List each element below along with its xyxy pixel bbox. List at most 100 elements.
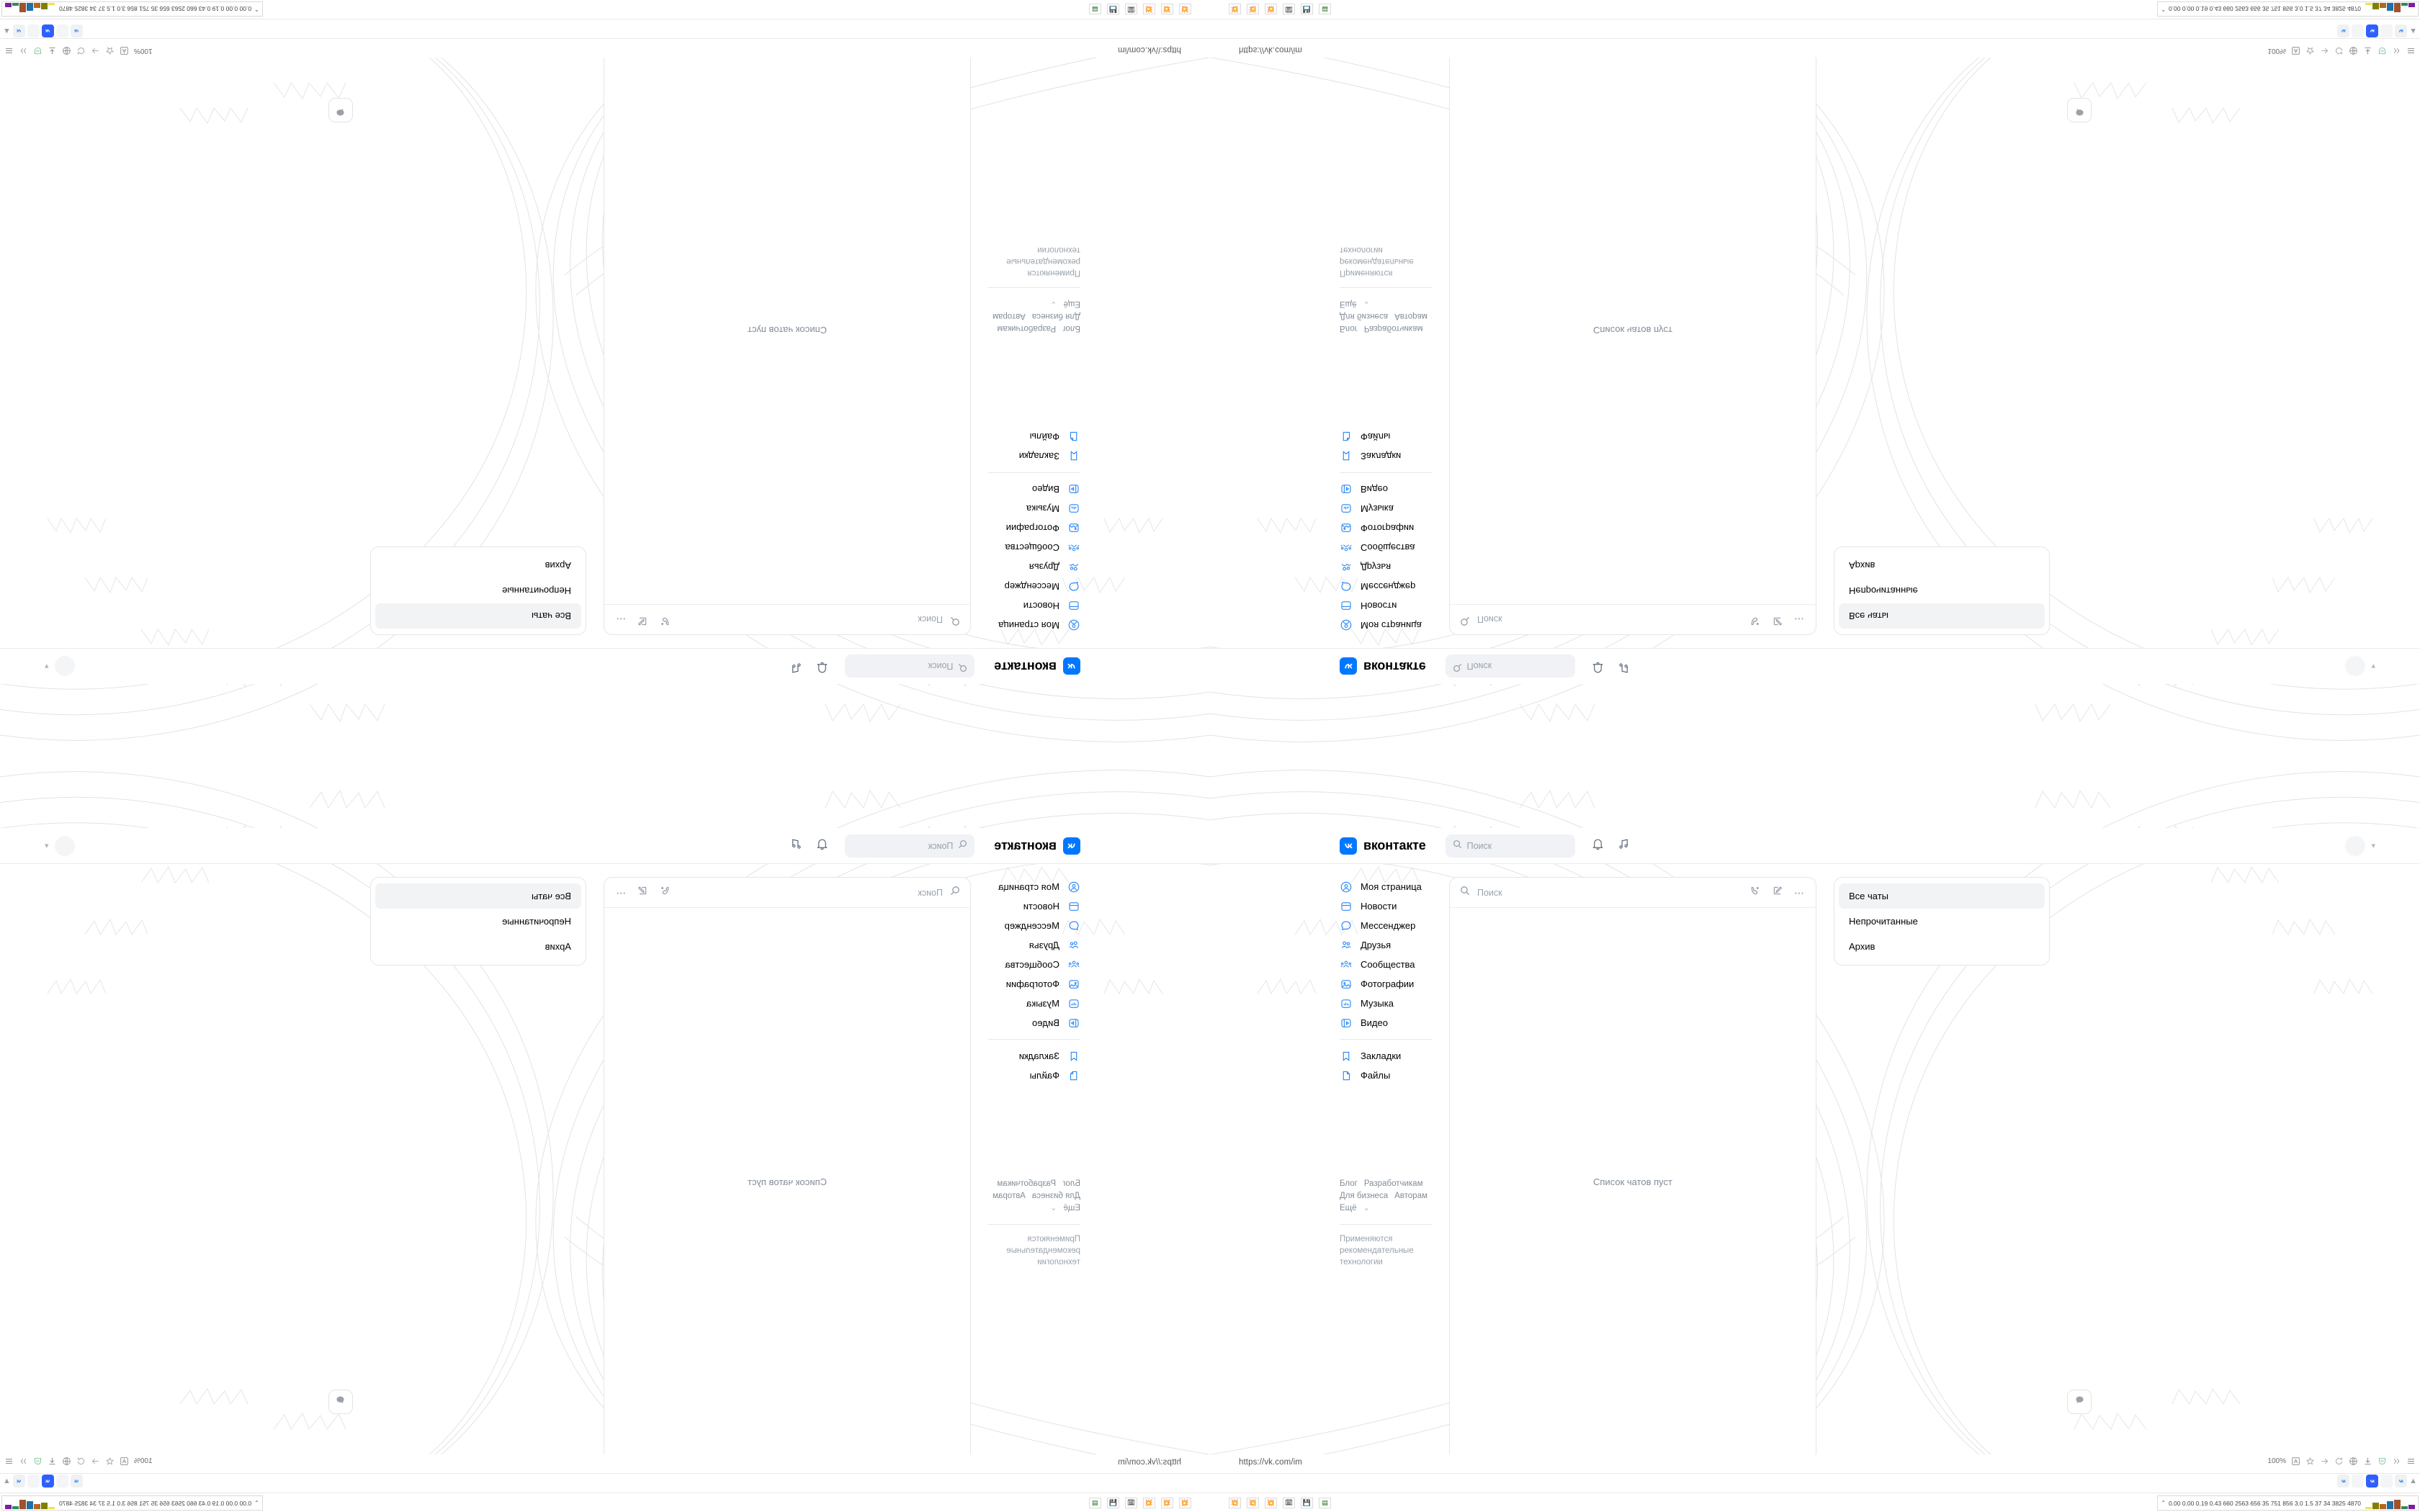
globe-icon[interactable] (2349, 46, 2358, 55)
sidebar-item-news[interactable]: Новости (988, 896, 1080, 916)
vk-tab-2[interactable] (13, 24, 25, 37)
filter-archive[interactable]: Архив (375, 553, 581, 578)
browser-tab-strip[interactable]: ▲ (0, 19, 1210, 39)
reload-icon[interactable] (2334, 46, 2344, 55)
filter-unread[interactable]: Непрочитанные (375, 578, 581, 603)
system-monitor-applet[interactable]: ⌃ 0.00 0.00 0.19 0.43 660 2563 656 35 75… (2157, 1495, 2419, 1511)
bookmark-star-icon[interactable] (2305, 1457, 2315, 1466)
terminal-icon[interactable]: ▤ (1319, 4, 1331, 15)
sidebar-nav[interactable]: Моя страница Новости Мессенджер Друзья (988, 877, 1080, 1085)
footer-link-authors[interactable]: Авторам (992, 312, 1026, 320)
footer-link-blog[interactable]: Блог (1340, 324, 1358, 333)
footer-link-business[interactable]: Для бизнеса (1340, 312, 1389, 320)
footer-link-business[interactable]: Для бизнеса (1340, 1192, 1389, 1200)
filter-all-chats[interactable]: Все чаты (375, 603, 581, 629)
global-search-input[interactable]: Поиск (845, 834, 975, 858)
url-text[interactable]: https://vk.com/im (1118, 45, 1181, 54)
zoom-level-label[interactable]: 100% (134, 47, 153, 55)
sidebar-item-my-page[interactable]: Моя страница (988, 616, 1080, 635)
more-options-icon[interactable]: ⋯ (1794, 886, 1806, 899)
sidebar-item-music[interactable]: Музыка (1340, 499, 1432, 518)
filter-unread[interactable]: Непрочитанные (375, 909, 581, 934)
pocket-icon[interactable] (33, 46, 42, 55)
sidebar-item-groups[interactable]: Сообщества (988, 955, 1080, 974)
avatar[interactable] (2345, 835, 2366, 856)
sidebar-item-photos[interactable]: Фотографии (988, 974, 1080, 994)
pocket-icon[interactable] (33, 1457, 42, 1466)
desktop-taskbar[interactable]: 💥 💥 💥 🗓 💾 ▤ ⌃ 0.00 0.00 0.19 0.43 660 25… (0, 0, 1210, 19)
sidebar-item-friends[interactable]: Друзья (1340, 557, 1432, 577)
firefox-icon[interactable]: 💥 (1247, 1497, 1259, 1508)
sidebar-item-files[interactable]: Файлы (1340, 1066, 1432, 1085)
chat-filter-panel[interactable]: Все чаты Непрочитанные Архив (1834, 546, 2050, 635)
vk-logo[interactable]: вконтакте (1340, 837, 1426, 855)
compose-icon[interactable] (637, 612, 648, 627)
chevron-down-icon[interactable]: ▾ (2371, 662, 2375, 670)
system-monitor-applet[interactable]: ⌃ 0.00 0.00 0.19 0.43 660 2563 656 35 75… (2157, 1, 2419, 17)
footer-link-more[interactable]: Ещё (1063, 300, 1080, 308)
hamburger-menu-icon[interactable] (2406, 1457, 2416, 1466)
sidebar-item-news[interactable]: Новости (1340, 896, 1432, 916)
sidebar-item-friends[interactable]: Друзья (988, 557, 1080, 577)
new-call-icon[interactable] (1749, 885, 1761, 900)
vk-tab-1[interactable] (2337, 24, 2349, 37)
overflow-chevrons-icon[interactable] (19, 46, 28, 55)
vk-tab-1[interactable] (71, 24, 83, 37)
compose-icon[interactable] (637, 885, 648, 900)
reload-icon[interactable] (76, 1457, 86, 1466)
music-note-icon[interactable] (789, 837, 803, 855)
sidebar-nav[interactable]: Моя страница Новости Мессенджер Друзья (988, 427, 1080, 635)
profile-menu[interactable]: ▾ (2345, 835, 2375, 856)
footer-links[interactable]: Блог Разработчикам Для бизнеса Авторам Ещё… (1340, 244, 1440, 334)
sidebar-item-video[interactable]: Видео (1340, 1013, 1432, 1032)
chat-filter-panel[interactable]: Все чаты Непрочитанные Архив (1834, 877, 2050, 966)
vk-tab-2[interactable] (2395, 1475, 2407, 1488)
messenger-search-placeholder[interactable]: Поиск (1477, 614, 1502, 625)
filter-archive[interactable]: Архив (1839, 934, 2045, 959)
firefox-icon[interactable]: 💥 (1247, 4, 1259, 15)
sidebar-item-friends[interactable]: Друзья (988, 935, 1080, 955)
compose-icon[interactable] (1772, 885, 1783, 900)
vk-tab-1[interactable] (2337, 1475, 2349, 1488)
bell-icon[interactable] (815, 658, 829, 675)
browser-url-bar[interactable]: https://vk.com/im 100% (0, 1454, 1210, 1474)
desktop-taskbar[interactable]: 💥 💥 💥 🗓 💾 ▤ ⌃ 0.00 0.00 0.19 0.43 660 25… (1210, 1493, 2420, 1512)
sidebar-item-video[interactable]: Видео (1340, 480, 1432, 499)
more-options-icon[interactable]: ⋯ (614, 886, 626, 899)
footer-link-authors[interactable]: Авторам (1394, 1192, 1428, 1200)
reader-view-icon[interactable] (120, 46, 129, 55)
avatar[interactable] (2345, 656, 2366, 677)
footer-links[interactable]: Блог Разработчикам Для бизнеса Авторам Ещё… (980, 244, 1080, 334)
profile-menu[interactable]: ▾ (45, 656, 75, 677)
sidebar-item-music[interactable]: Музыка (988, 499, 1080, 518)
firefox-icon[interactable]: 💥 (1179, 4, 1191, 15)
zoom-level-label[interactable]: 100% (134, 1457, 153, 1465)
vk-logo[interactable]: вконтакте (1340, 657, 1426, 675)
firefox-icon[interactable]: 💥 (1265, 4, 1277, 15)
browser-tab-strip[interactable]: ▲ (1210, 19, 2420, 39)
blank-tab-1[interactable] (2352, 24, 2364, 37)
url-text[interactable]: https://vk.com/im (1239, 1458, 1302, 1467)
vk-messenger-tab[interactable] (2366, 24, 2378, 37)
footer-link-developers[interactable]: Разработчикам (997, 1179, 1057, 1188)
downloads-icon[interactable] (48, 1457, 57, 1466)
overflow-chevrons-icon[interactable] (19, 1457, 28, 1466)
sidebar-item-files[interactable]: Файлы (988, 1066, 1080, 1085)
terminal-icon[interactable]: ▤ (1319, 1497, 1331, 1508)
chevron-down-icon[interactable]: ▾ (45, 842, 49, 850)
bookmark-star-icon[interactable] (105, 1457, 115, 1466)
footer-link-more[interactable]: Ещё (1063, 1204, 1080, 1212)
overflow-chevrons-icon[interactable] (2392, 1457, 2401, 1466)
floating-chat-button[interactable] (2067, 1390, 2092, 1414)
globe-icon[interactable] (62, 46, 71, 55)
downloads-icon[interactable] (48, 46, 57, 55)
global-search-input[interactable]: Поиск (1445, 654, 1575, 678)
blank-tab-1[interactable] (56, 24, 68, 37)
music-note-icon[interactable] (789, 658, 803, 675)
reader-view-icon[interactable] (2291, 1457, 2300, 1466)
more-options-icon[interactable]: ⋯ (1794, 613, 1806, 626)
text-editor-icon[interactable]: 🗓 (1125, 4, 1137, 15)
new-call-icon[interactable] (1749, 612, 1761, 627)
desktop-taskbar[interactable]: 💥 💥 💥 🗓 💾 ▤ ⌃ 0.00 0.00 0.19 0.43 660 25… (0, 1493, 1210, 1512)
sidebar-item-news[interactable]: Новости (1340, 596, 1432, 616)
